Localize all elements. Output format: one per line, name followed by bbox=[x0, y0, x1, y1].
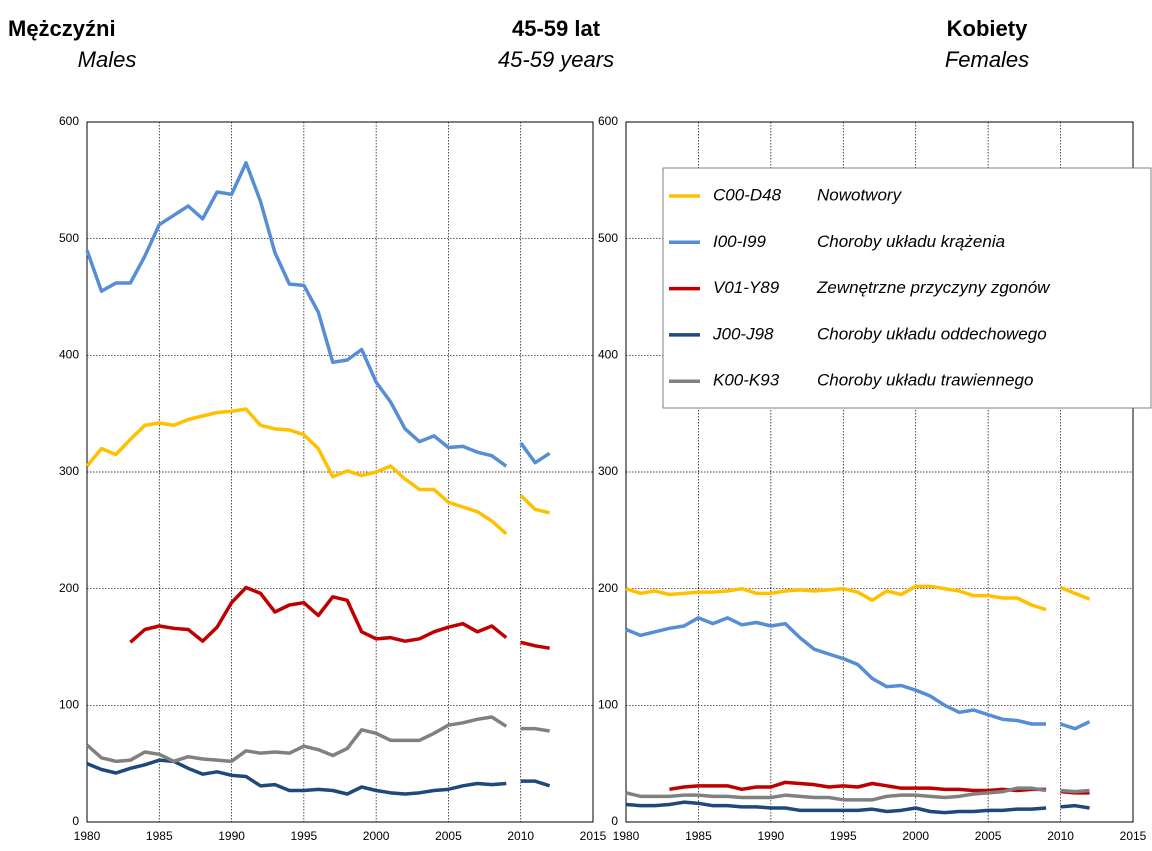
x-tick-label: 1995 bbox=[830, 829, 857, 843]
x-tick-label: 1995 bbox=[291, 829, 318, 843]
y-tick-label: 500 bbox=[598, 231, 618, 245]
x-tick-label: 1990 bbox=[758, 829, 785, 843]
legend-code: C00-D48 bbox=[713, 185, 782, 204]
plot-frame bbox=[625, 121, 1134, 823]
y-tick-label: 200 bbox=[59, 581, 79, 595]
legend-label: Choroby układu trawiennego bbox=[817, 371, 1033, 390]
right-subtitle: Females bbox=[945, 47, 1029, 72]
x-tick-label: 1980 bbox=[74, 829, 101, 843]
legend-label: Zewnętrzne przyczyny zgonów bbox=[816, 278, 1051, 297]
series-line bbox=[520, 779, 551, 788]
legend-code: I00-I99 bbox=[713, 232, 766, 251]
x-tick-label: 2015 bbox=[580, 829, 607, 843]
series-line bbox=[520, 640, 550, 650]
center-subtitle: 45-59 years bbox=[498, 47, 614, 72]
left-subtitle: Males bbox=[78, 47, 137, 72]
y-tick-label: 0 bbox=[72, 814, 79, 828]
y-tick-label: 600 bbox=[598, 114, 618, 128]
x-tick-label: 1990 bbox=[218, 829, 245, 843]
series-line bbox=[625, 584, 1047, 612]
y-tick-label: 400 bbox=[59, 348, 79, 362]
y-tick-label: 200 bbox=[598, 581, 618, 595]
series-line bbox=[520, 726, 550, 733]
y-tick-label: 600 bbox=[59, 114, 79, 128]
y-tick-label: 300 bbox=[598, 464, 618, 478]
legend-label: Choroby układu krążenia bbox=[817, 232, 1005, 251]
y-tick-label: 300 bbox=[59, 464, 79, 478]
series-line bbox=[1059, 585, 1091, 601]
series-line bbox=[85, 161, 508, 468]
series-line bbox=[85, 407, 508, 536]
series-line bbox=[519, 494, 551, 515]
legend-box bbox=[662, 167, 1152, 409]
plot-frame bbox=[86, 121, 594, 823]
x-tick-label: 2005 bbox=[975, 829, 1002, 843]
legend-label: Nowotwory bbox=[817, 185, 903, 204]
x-tick-label: 2005 bbox=[435, 829, 462, 843]
series-line bbox=[625, 786, 1047, 802]
series-line bbox=[1060, 803, 1090, 810]
legend-code: J00-J98 bbox=[712, 324, 774, 343]
x-tick-label: 1980 bbox=[613, 829, 640, 843]
legend-code: K00-K93 bbox=[713, 371, 780, 390]
series-line bbox=[86, 758, 507, 796]
x-tick-label: 2000 bbox=[363, 829, 390, 843]
series-line bbox=[669, 780, 1047, 793]
y-tick-label: 400 bbox=[598, 348, 618, 362]
x-tick-label: 1985 bbox=[146, 829, 173, 843]
x-tick-label: 2015 bbox=[1120, 829, 1147, 843]
series-line bbox=[1060, 788, 1090, 794]
y-tick-label: 100 bbox=[59, 698, 79, 712]
series-line bbox=[85, 715, 508, 764]
y-tick-label: 0 bbox=[611, 814, 618, 828]
legend-code: V01-Y89 bbox=[713, 278, 780, 297]
right-title: Kobiety bbox=[947, 16, 1028, 41]
legend-label: Choroby układu oddechowego bbox=[817, 324, 1047, 343]
center-title: 45-59 lat bbox=[512, 16, 601, 41]
y-tick-label: 100 bbox=[598, 698, 618, 712]
x-tick-label: 2010 bbox=[1047, 829, 1074, 843]
x-tick-label: 2000 bbox=[902, 829, 929, 843]
series-line bbox=[625, 800, 1047, 815]
left-title: Mężczyźni bbox=[8, 16, 116, 41]
series-line bbox=[519, 441, 551, 465]
series-line bbox=[129, 585, 508, 644]
series-line bbox=[625, 616, 1047, 726]
y-tick-label: 500 bbox=[59, 231, 79, 245]
series-line bbox=[1060, 720, 1091, 731]
x-tick-label: 2010 bbox=[507, 829, 534, 843]
x-tick-label: 1985 bbox=[685, 829, 712, 843]
